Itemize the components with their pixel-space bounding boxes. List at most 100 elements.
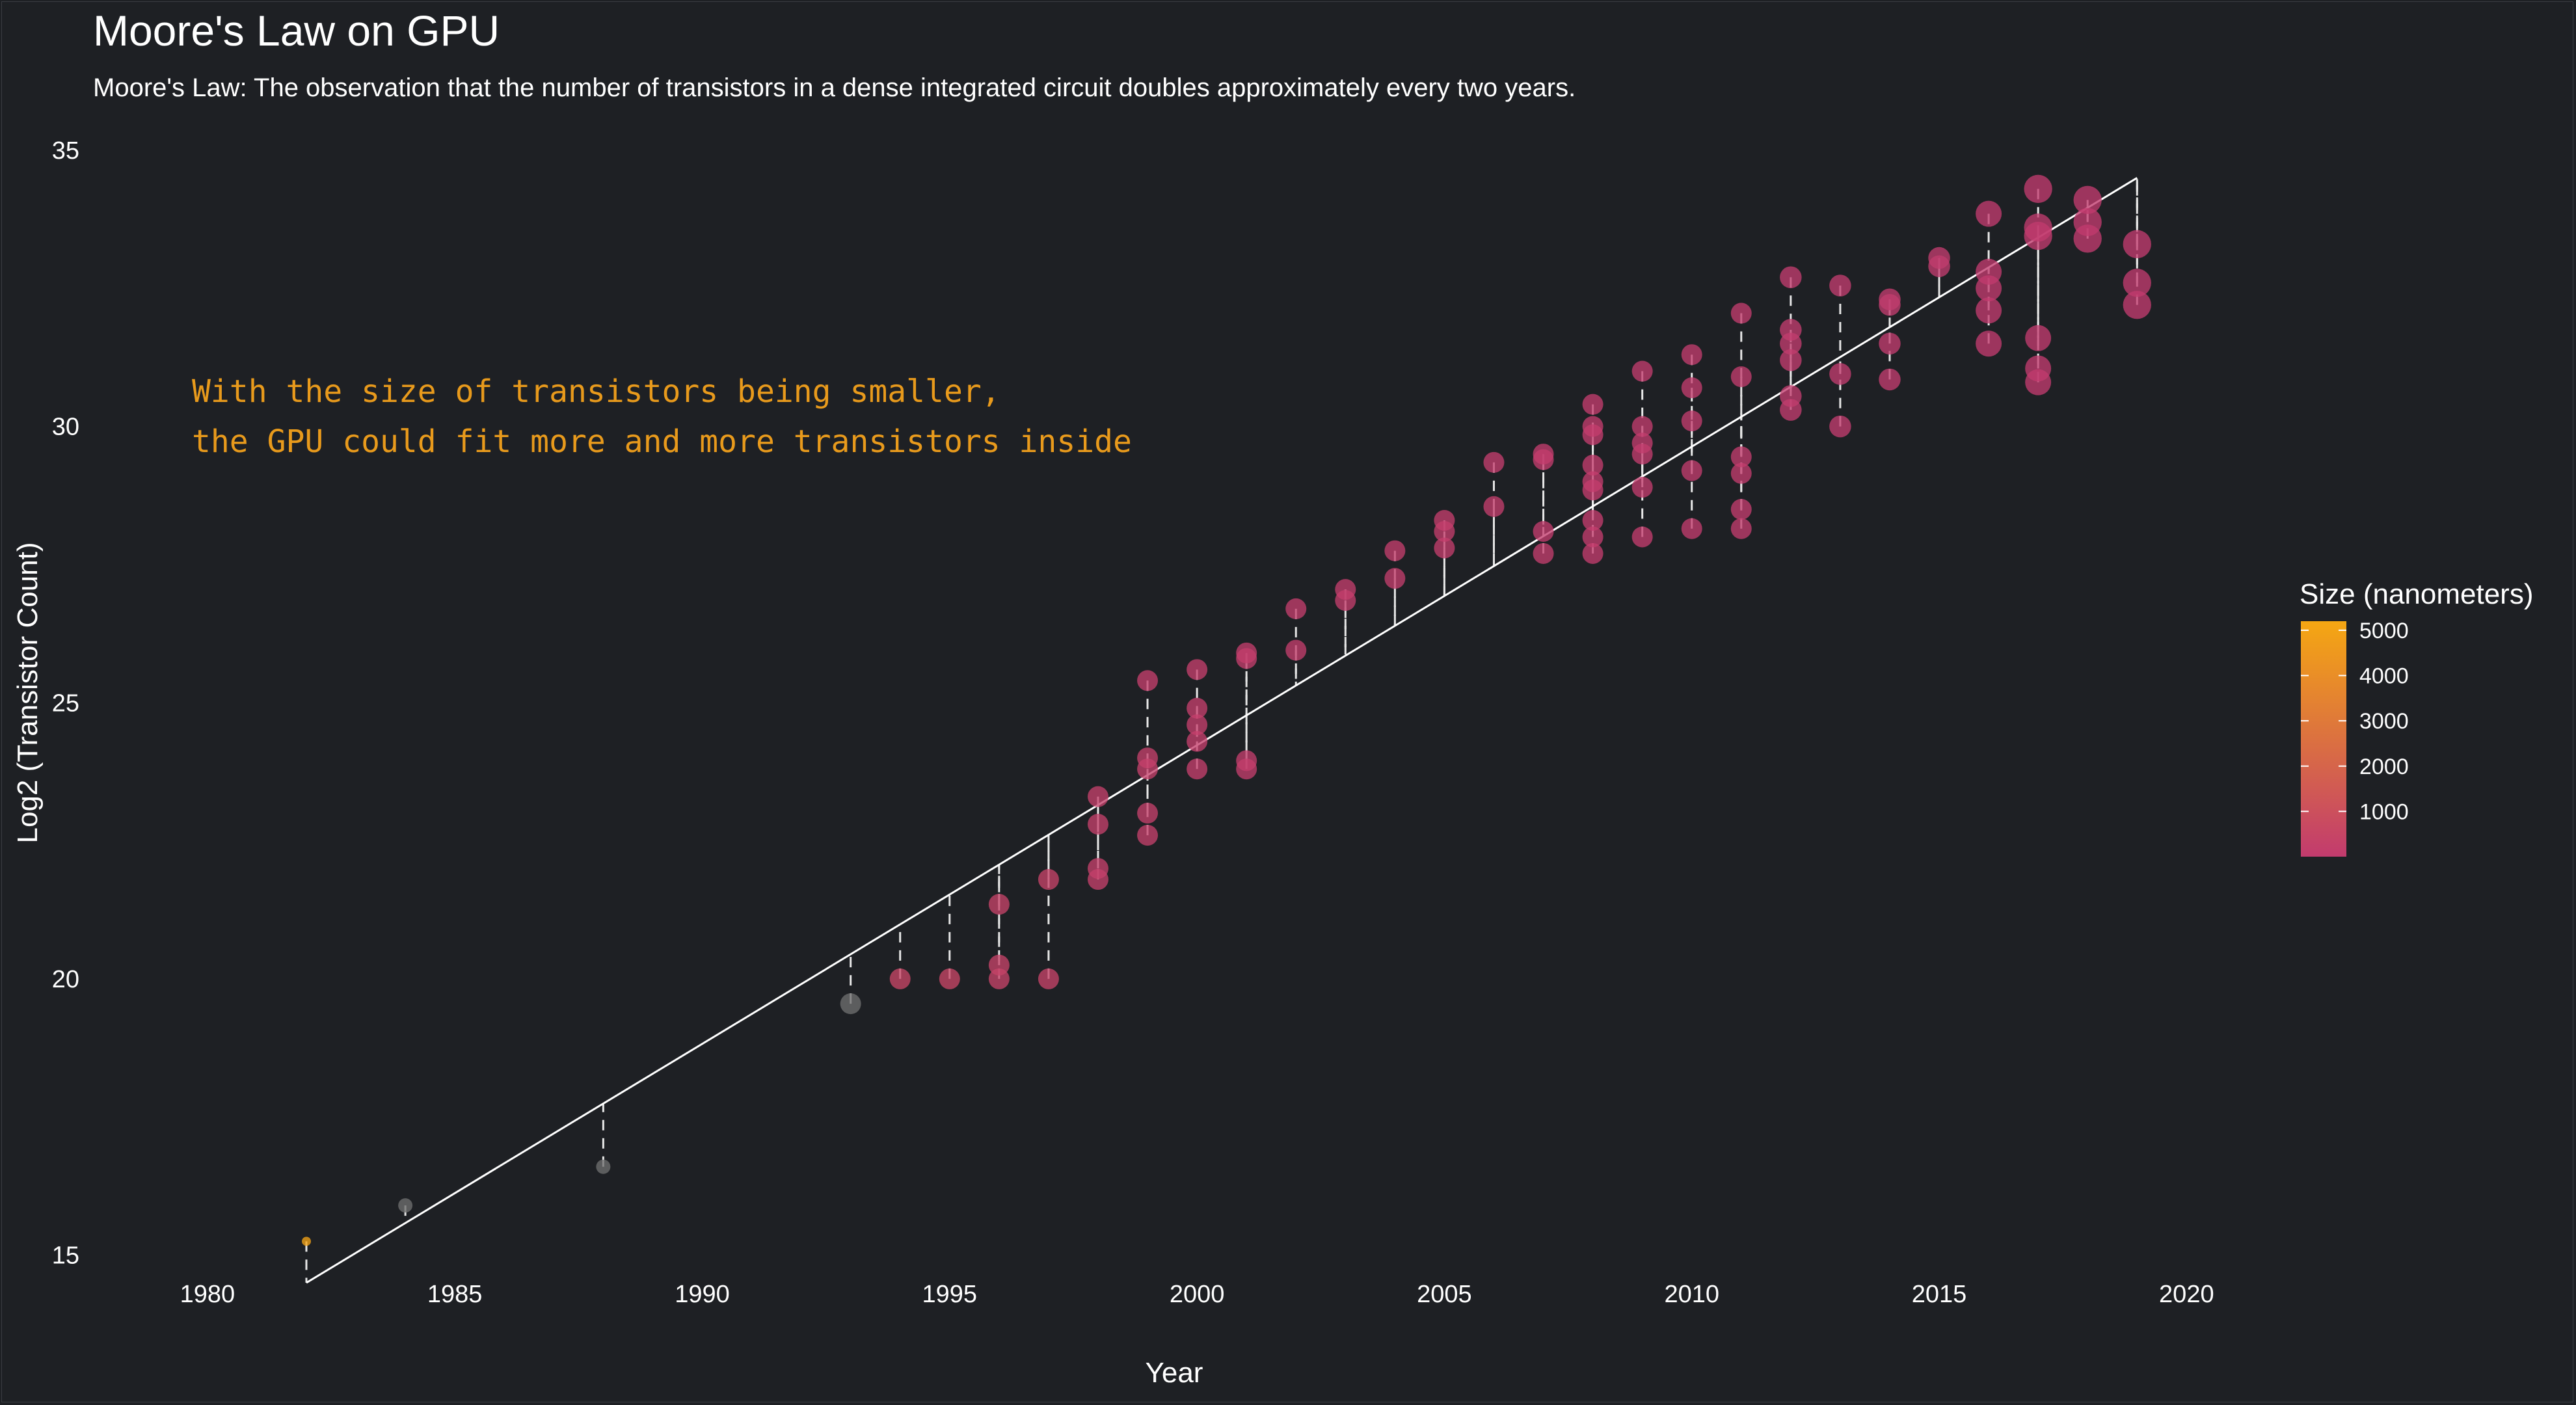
legend: Size (nanometers) 5000 4000 3000 2000 1000 (2300, 578, 2533, 857)
x-tick-label: 1980 (180, 1281, 235, 1308)
x-tick-label: 2015 (1912, 1281, 1967, 1308)
x-tick-label: 2020 (2159, 1281, 2214, 1308)
data-point (1087, 814, 1108, 835)
data-point (1976, 200, 2002, 227)
data-point (1730, 302, 1752, 324)
data-point (988, 894, 1010, 915)
data-point (2123, 269, 2151, 297)
data-point (1335, 579, 1356, 600)
y-tick-label: 25 (52, 689, 79, 717)
chart-subtitle: Moore's Law: The observation that the nu… (93, 74, 1576, 102)
data-point (1285, 639, 1307, 661)
data-point (1187, 697, 1208, 719)
data-point (1236, 750, 1257, 771)
data-point (1533, 444, 1554, 465)
data-point (1631, 416, 1653, 437)
data-point (1730, 518, 1752, 539)
data-point (1681, 344, 1702, 366)
x-tick-label: 2010 (1664, 1281, 1719, 1308)
x-tick-label: 2000 (1170, 1281, 1225, 1308)
x-tick-label: 2005 (1417, 1281, 1472, 1308)
data-point (1187, 758, 1208, 780)
y-axis-ticks: 15 20 25 30 35 (52, 137, 79, 1270)
x-tick-label: 1985 (427, 1281, 483, 1308)
trend-line-path (306, 177, 2138, 1284)
data-point (1976, 330, 2002, 357)
chart-title: Moore's Law on GPU (93, 7, 500, 55)
legend-colorbar (2301, 621, 2346, 857)
data-point (1483, 496, 1505, 517)
data-point (1681, 518, 1702, 539)
data-point (1780, 266, 1802, 289)
data-point (1187, 730, 1208, 752)
data-point (1187, 659, 1208, 680)
data-point (1582, 455, 1603, 476)
legend-ticks: 5000 4000 3000 2000 1000 (2301, 619, 2409, 824)
data-point (2123, 291, 2151, 319)
x-axis-ticks: 1980 1985 1990 1995 2000 2005 2010 2015 2020 (180, 1281, 2214, 1308)
annotation-line-1: With the size of transistors being small… (192, 373, 1000, 410)
data-point (1780, 349, 1802, 371)
data-point (889, 968, 911, 989)
data-point (1631, 433, 1653, 454)
x-tick-label: 1990 (675, 1281, 730, 1308)
data-point (1681, 410, 1702, 432)
data-point (1582, 510, 1603, 531)
data-point (1829, 363, 1851, 385)
data-point (1187, 714, 1208, 736)
y-tick-label: 35 (52, 137, 79, 165)
legend-tick-label: 5000 (2359, 619, 2409, 643)
data-point (1730, 462, 1752, 484)
data-point (2073, 185, 2102, 215)
data-point (2123, 230, 2151, 259)
data-point (1829, 274, 1851, 297)
data-point (1236, 642, 1257, 663)
x-axis-label: Year (1146, 1357, 1203, 1389)
legend-title: Size (nanometers) (2300, 578, 2533, 610)
y-tick-label: 30 (52, 414, 79, 441)
data-point (1533, 520, 1554, 542)
data-point (1582, 526, 1603, 548)
data-point (1038, 869, 1059, 890)
data-point (1780, 319, 1802, 341)
data-point (1631, 360, 1653, 382)
data-point (1384, 568, 1406, 589)
data-point (1434, 537, 1455, 559)
data-point (1976, 297, 2002, 324)
y-tick-label: 20 (52, 966, 79, 993)
data-point (1087, 858, 1108, 879)
data-point (1730, 446, 1752, 468)
data-point (1582, 471, 1603, 492)
data-point (1087, 786, 1108, 807)
data-point (398, 1198, 413, 1213)
data-point (1879, 368, 1901, 391)
data-point (2025, 355, 2052, 382)
data-point (1681, 460, 1702, 481)
y-axis-label: Log2 (Transistor Count) (12, 542, 44, 843)
data-point (840, 993, 861, 1015)
data-point (1976, 258, 2002, 285)
data-point (1434, 510, 1455, 531)
data-point (1879, 288, 1901, 311)
data-points (302, 174, 2151, 1246)
y-tick-label: 15 (52, 1242, 79, 1270)
data-point (1533, 542, 1554, 564)
data-point (2024, 213, 2052, 242)
annotation: With the size of transistors being small… (192, 373, 1132, 460)
data-point (1631, 526, 1653, 548)
annotation-line-2: the GPU could fit more and more transist… (192, 423, 1132, 460)
data-point (1780, 385, 1802, 407)
data-point (1137, 670, 1159, 691)
x-tick-label: 1995 (922, 1281, 978, 1308)
data-point (1038, 968, 1059, 989)
legend-tick-label: 1000 (2359, 799, 2409, 824)
data-point (1285, 598, 1307, 619)
data-point (1582, 542, 1603, 564)
data-point (1879, 332, 1901, 355)
legend-tick-label: 3000 (2359, 709, 2409, 734)
data-point (1483, 451, 1505, 473)
data-point (1582, 394, 1603, 415)
data-point (988, 954, 1010, 976)
data-point (1137, 825, 1159, 846)
